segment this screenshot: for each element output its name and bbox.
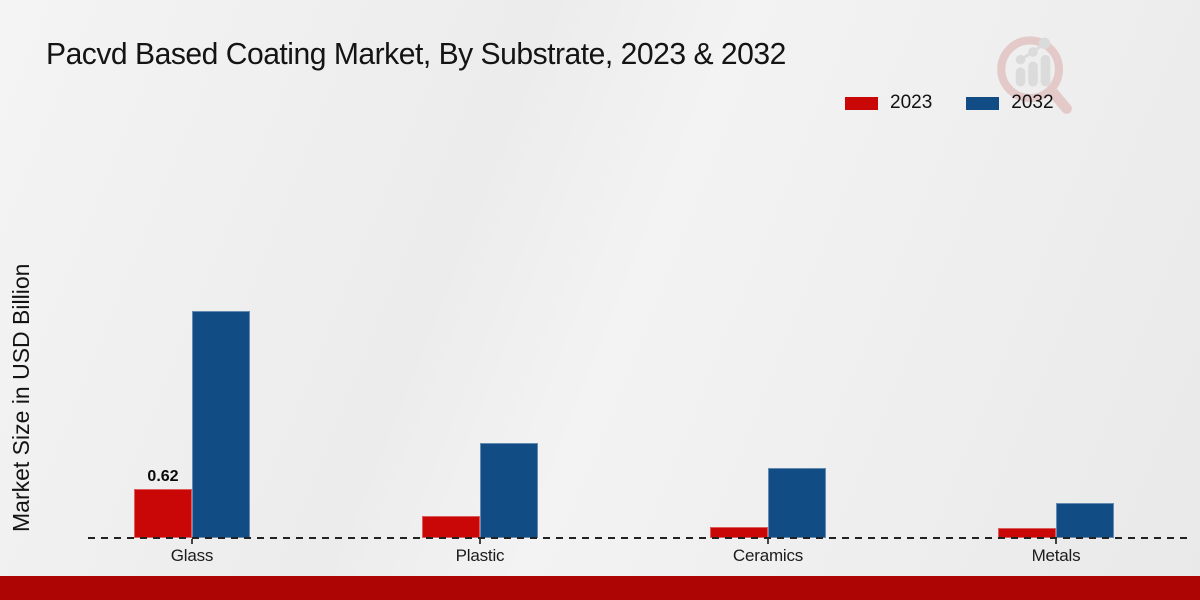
chart-title: Pacvd Based Coating Market, By Substrate… bbox=[46, 36, 786, 71]
x-axis-label-glass: Glass bbox=[170, 546, 214, 565]
legend-item-2032: 2032 bbox=[966, 92, 1054, 114]
x-axis-tick-plastic bbox=[479, 539, 481, 544]
legend-label-2032: 2032 bbox=[1011, 92, 1054, 113]
x-axis-label-metals: Metals bbox=[1031, 546, 1081, 565]
x-axis-label-ceramics: Ceramics bbox=[732, 546, 804, 565]
legend-label-2023: 2023 bbox=[890, 92, 933, 113]
bar-metals-2023 bbox=[998, 528, 1056, 538]
legend-swatch-2023 bbox=[845, 96, 878, 110]
x-axis-tick-metals bbox=[1055, 539, 1057, 544]
x-axis-dashed-baseline bbox=[88, 537, 1188, 539]
bar-ceramics-2032 bbox=[768, 468, 826, 538]
bar-glass-2023 bbox=[134, 489, 192, 538]
legend-swatch-2032 bbox=[966, 96, 1000, 110]
bar-plastic-2023 bbox=[422, 516, 480, 538]
bar-ceramics-2023 bbox=[710, 527, 768, 538]
footer-red-strip bbox=[0, 576, 1200, 600]
x-axis-label-plastic: Plastic bbox=[455, 546, 505, 565]
bar-metals-2032 bbox=[1056, 503, 1114, 538]
x-axis-tick-ceramics bbox=[767, 539, 769, 544]
bar-glass-2032 bbox=[192, 311, 250, 538]
bar-value-label-glass-2023: 0.62 bbox=[147, 468, 179, 485]
bar-plastic-2032 bbox=[480, 443, 538, 538]
legend-item-2023: 2023 bbox=[845, 92, 932, 114]
x-axis-tick-glass bbox=[191, 539, 193, 544]
legend: 2023 2032 bbox=[845, 92, 1054, 114]
company-logo-watermark-icon bbox=[997, 36, 1072, 114]
